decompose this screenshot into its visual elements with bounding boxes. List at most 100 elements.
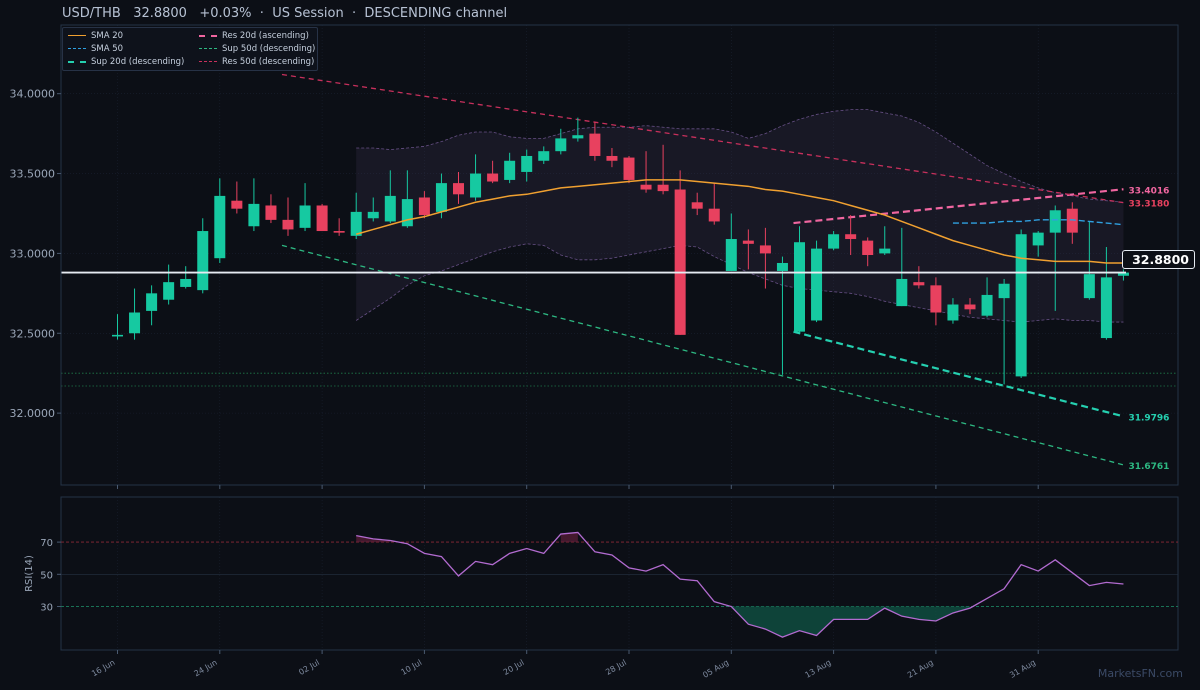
trendline-label: 33.4016: [1128, 186, 1169, 196]
candle-body: [589, 133, 601, 156]
candle-body: [521, 155, 533, 172]
candle-body: [657, 184, 669, 192]
rsi-y-tick-label: 50: [40, 570, 53, 581]
candle: [657, 144, 669, 195]
sma50-line: [952, 219, 1124, 226]
x-tick-label: 10 Jul: [400, 658, 424, 677]
legend-label: Sup 50d (descending): [222, 44, 316, 54]
candle: [742, 229, 754, 270]
candle: [197, 218, 209, 294]
bollinger-fill: [356, 109, 1124, 323]
trendline-label: 33.3180: [1128, 200, 1169, 210]
candle-body: [998, 283, 1010, 299]
x-tick-label: 13 Aug: [804, 658, 833, 680]
candle-body: [470, 173, 482, 198]
x-tick-label: 02 Jul: [297, 658, 321, 677]
candle: [1015, 229, 1027, 378]
candle: [504, 152, 516, 184]
x-tick-label: 24 Jun: [192, 658, 218, 678]
candle-body: [367, 211, 379, 219]
y-tick-label: 34.0000: [10, 88, 56, 101]
candle-body: [231, 200, 243, 209]
candle-body: [384, 195, 396, 222]
candle: [572, 117, 584, 142]
y-tick-label: 33.5000: [10, 168, 56, 181]
candle: [794, 226, 805, 334]
candle: [435, 173, 447, 219]
horizontal-levels: [61, 372, 1178, 387]
candle-body: [930, 285, 942, 313]
candle-body: [674, 189, 686, 335]
candle: [1049, 205, 1061, 311]
candle-body: [214, 195, 226, 259]
legend: SMA 20 SMA 50 Sup 20d (descending) Res 2…: [62, 27, 318, 71]
bollinger-bands: [355, 109, 1124, 323]
trendline: [793, 330, 1124, 418]
candle-body: [350, 211, 362, 236]
last-price-tag: 32.8800: [1122, 250, 1195, 269]
y-tick-label: 33.0000: [10, 247, 56, 260]
candle-body: [197, 231, 209, 291]
candle: [316, 203, 328, 232]
candle-body: [555, 138, 567, 152]
candle-body: [981, 294, 993, 316]
candle-body: [640, 184, 652, 190]
candle: [1066, 202, 1078, 244]
x-tick-label: 20 Jul: [502, 658, 526, 677]
candle: [589, 122, 601, 161]
candle: [112, 314, 123, 340]
moving-averages: [61, 179, 1126, 274]
candle-body: [333, 231, 345, 233]
candle: [1032, 231, 1044, 257]
trendlines: [281, 73, 1124, 466]
rsi-panel: [61, 531, 1178, 638]
candle: [862, 237, 874, 267]
candle: [964, 298, 976, 315]
sma20-line: [355, 179, 1124, 264]
candle-body: [453, 183, 464, 195]
legend-label: SMA 20: [91, 31, 124, 41]
candle: [180, 266, 192, 289]
legend-sup50: Sup 50d (descending): [199, 44, 315, 54]
x-tick-label: 16 Jun: [90, 658, 116, 678]
candle-body: [708, 208, 720, 222]
y-tick-label: 32.5000: [10, 327, 56, 340]
oversold-fill: [731, 606, 970, 638]
candle: [691, 192, 703, 216]
candle-body: [129, 312, 141, 334]
bollinger-lower: [355, 243, 1124, 323]
y-tick-label: 32.0000: [10, 407, 56, 420]
candle: [828, 231, 840, 251]
candle-body: [248, 203, 260, 227]
candle-body: [180, 278, 192, 287]
candle-body: [572, 135, 584, 139]
candle: [1083, 221, 1095, 300]
legend-sma20: SMA 20: [68, 31, 123, 41]
candle: [367, 197, 379, 222]
candle: [470, 154, 482, 201]
x-tick-label: 31 Aug: [1008, 658, 1037, 680]
candle-body: [504, 160, 516, 180]
candle-body: [435, 183, 447, 212]
candle-body: [623, 157, 635, 180]
legend-label: Res 20d (ascending): [222, 31, 309, 41]
candle-body: [1032, 232, 1044, 246]
candle: [725, 213, 737, 271]
candle: [265, 194, 277, 224]
candle: [845, 215, 857, 255]
candle: [913, 266, 925, 289]
rsi-y-tick-label: 30: [40, 603, 53, 614]
candle: [606, 147, 618, 168]
candle: [384, 170, 396, 224]
candle: [623, 155, 635, 184]
rsi-panel-frame: [60, 496, 1179, 651]
grid: [61, 25, 1178, 650]
candle-body: [163, 282, 175, 300]
candle-body: [811, 248, 823, 321]
candle: [487, 160, 499, 184]
candle: [521, 149, 533, 182]
candle: [759, 227, 771, 289]
candle-body: [725, 239, 737, 271]
legend-label: Sup 20d (descending): [91, 57, 185, 67]
